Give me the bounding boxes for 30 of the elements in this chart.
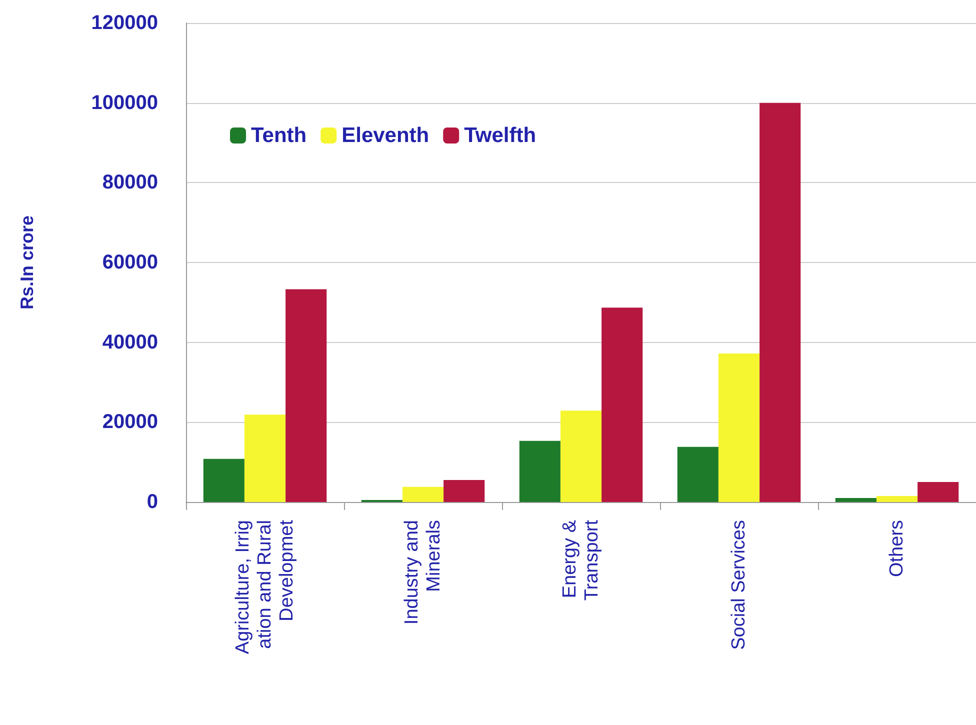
legend-label: Tenth xyxy=(251,124,307,147)
legend-label: Twelfth xyxy=(464,124,536,147)
bar xyxy=(402,486,444,502)
bar xyxy=(718,354,760,502)
y-tick-label: 80000 xyxy=(102,172,158,194)
y-tick-label: 20000 xyxy=(102,411,158,434)
x-tick-label: Others xyxy=(886,520,908,578)
bar xyxy=(918,482,959,502)
bar xyxy=(677,446,718,502)
x-tick-label: Social Services xyxy=(728,520,750,650)
bar xyxy=(203,458,244,502)
x-tick-label: Energy & Transport xyxy=(560,519,602,601)
y-tick-label: 120000 xyxy=(91,12,158,34)
y-tick-label: 100000 xyxy=(91,92,158,114)
x-tick-label: Agriculture, Irrig ation and Rural Developmet xyxy=(232,519,298,654)
y-axis-title: Rs.In crore xyxy=(17,215,37,310)
bar xyxy=(760,102,801,502)
y-tick-label: 40000 xyxy=(102,331,158,354)
bar xyxy=(519,440,560,502)
y-tick-label: 60000 xyxy=(102,252,158,274)
bar xyxy=(602,308,643,502)
bar xyxy=(444,480,485,502)
legend-label: Eleventh xyxy=(342,124,430,147)
y-tick-label: 0 xyxy=(146,491,158,513)
bar xyxy=(835,498,876,502)
bar xyxy=(244,414,286,502)
x-tick-label: Industry and Minerals xyxy=(402,520,444,625)
bar xyxy=(876,496,918,502)
bar xyxy=(560,410,602,502)
bar xyxy=(286,289,327,502)
